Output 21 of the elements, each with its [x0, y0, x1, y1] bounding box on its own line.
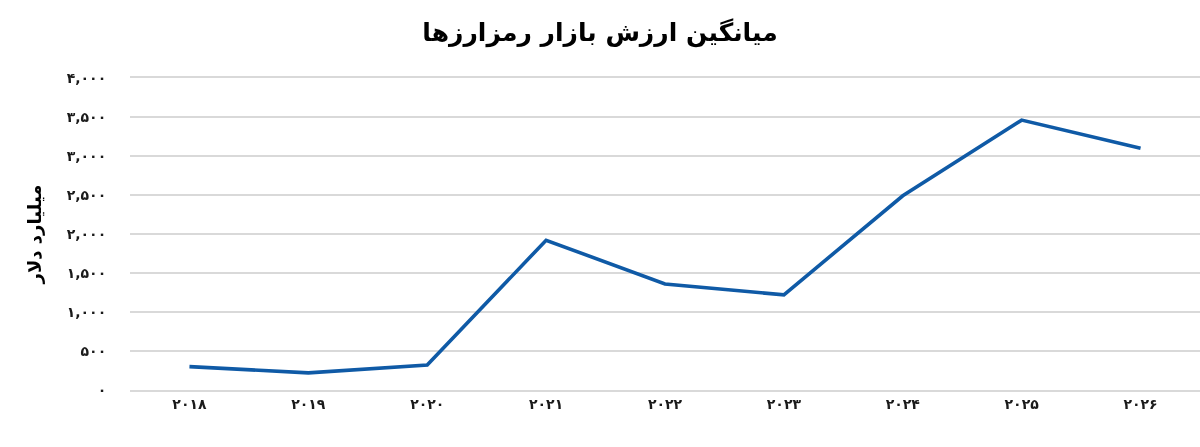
y-tick-label: ۳,۰۰۰: [66, 147, 107, 164]
x-tick-label: ۲۰۲۱: [529, 395, 564, 412]
x-tick-label: ۲۰۲۴: [885, 395, 921, 412]
x-tick-label: ۲۰۲۰: [410, 395, 445, 412]
y-tick-label: ۵۰۰: [80, 342, 107, 359]
y-axis-title: میلیارد دلار: [23, 184, 45, 285]
y-tick-label: ۳,۵۰۰: [66, 108, 107, 125]
x-tick-label: ۲۰۱۸: [172, 395, 207, 412]
x-tick-label: ۲۰۲۲: [647, 395, 683, 412]
y-tick-label: ۱,۵۰۰: [66, 264, 107, 281]
x-tick-label: ۲۰۲۳: [766, 395, 802, 412]
line-series: [187, 118, 1143, 375]
x-tick-label: ۲۰۱۹: [291, 395, 326, 412]
y-tick-label: ۲,۰۰۰: [66, 225, 107, 242]
y-tick-label: ۴,۰۰۰: [66, 69, 107, 86]
x-tick-label: ۲۰۲۵: [1004, 395, 1040, 412]
x-tick-label: ۲۰۲۶: [1123, 395, 1158, 412]
y-tick-label: ۱,۰۰۰: [66, 303, 107, 320]
y-tick-label: ۲,۵۰۰: [66, 186, 107, 203]
chart-title: میانگین ارزش بازار رمزارزها: [422, 17, 778, 48]
y-tick-label: ۰: [97, 381, 107, 398]
